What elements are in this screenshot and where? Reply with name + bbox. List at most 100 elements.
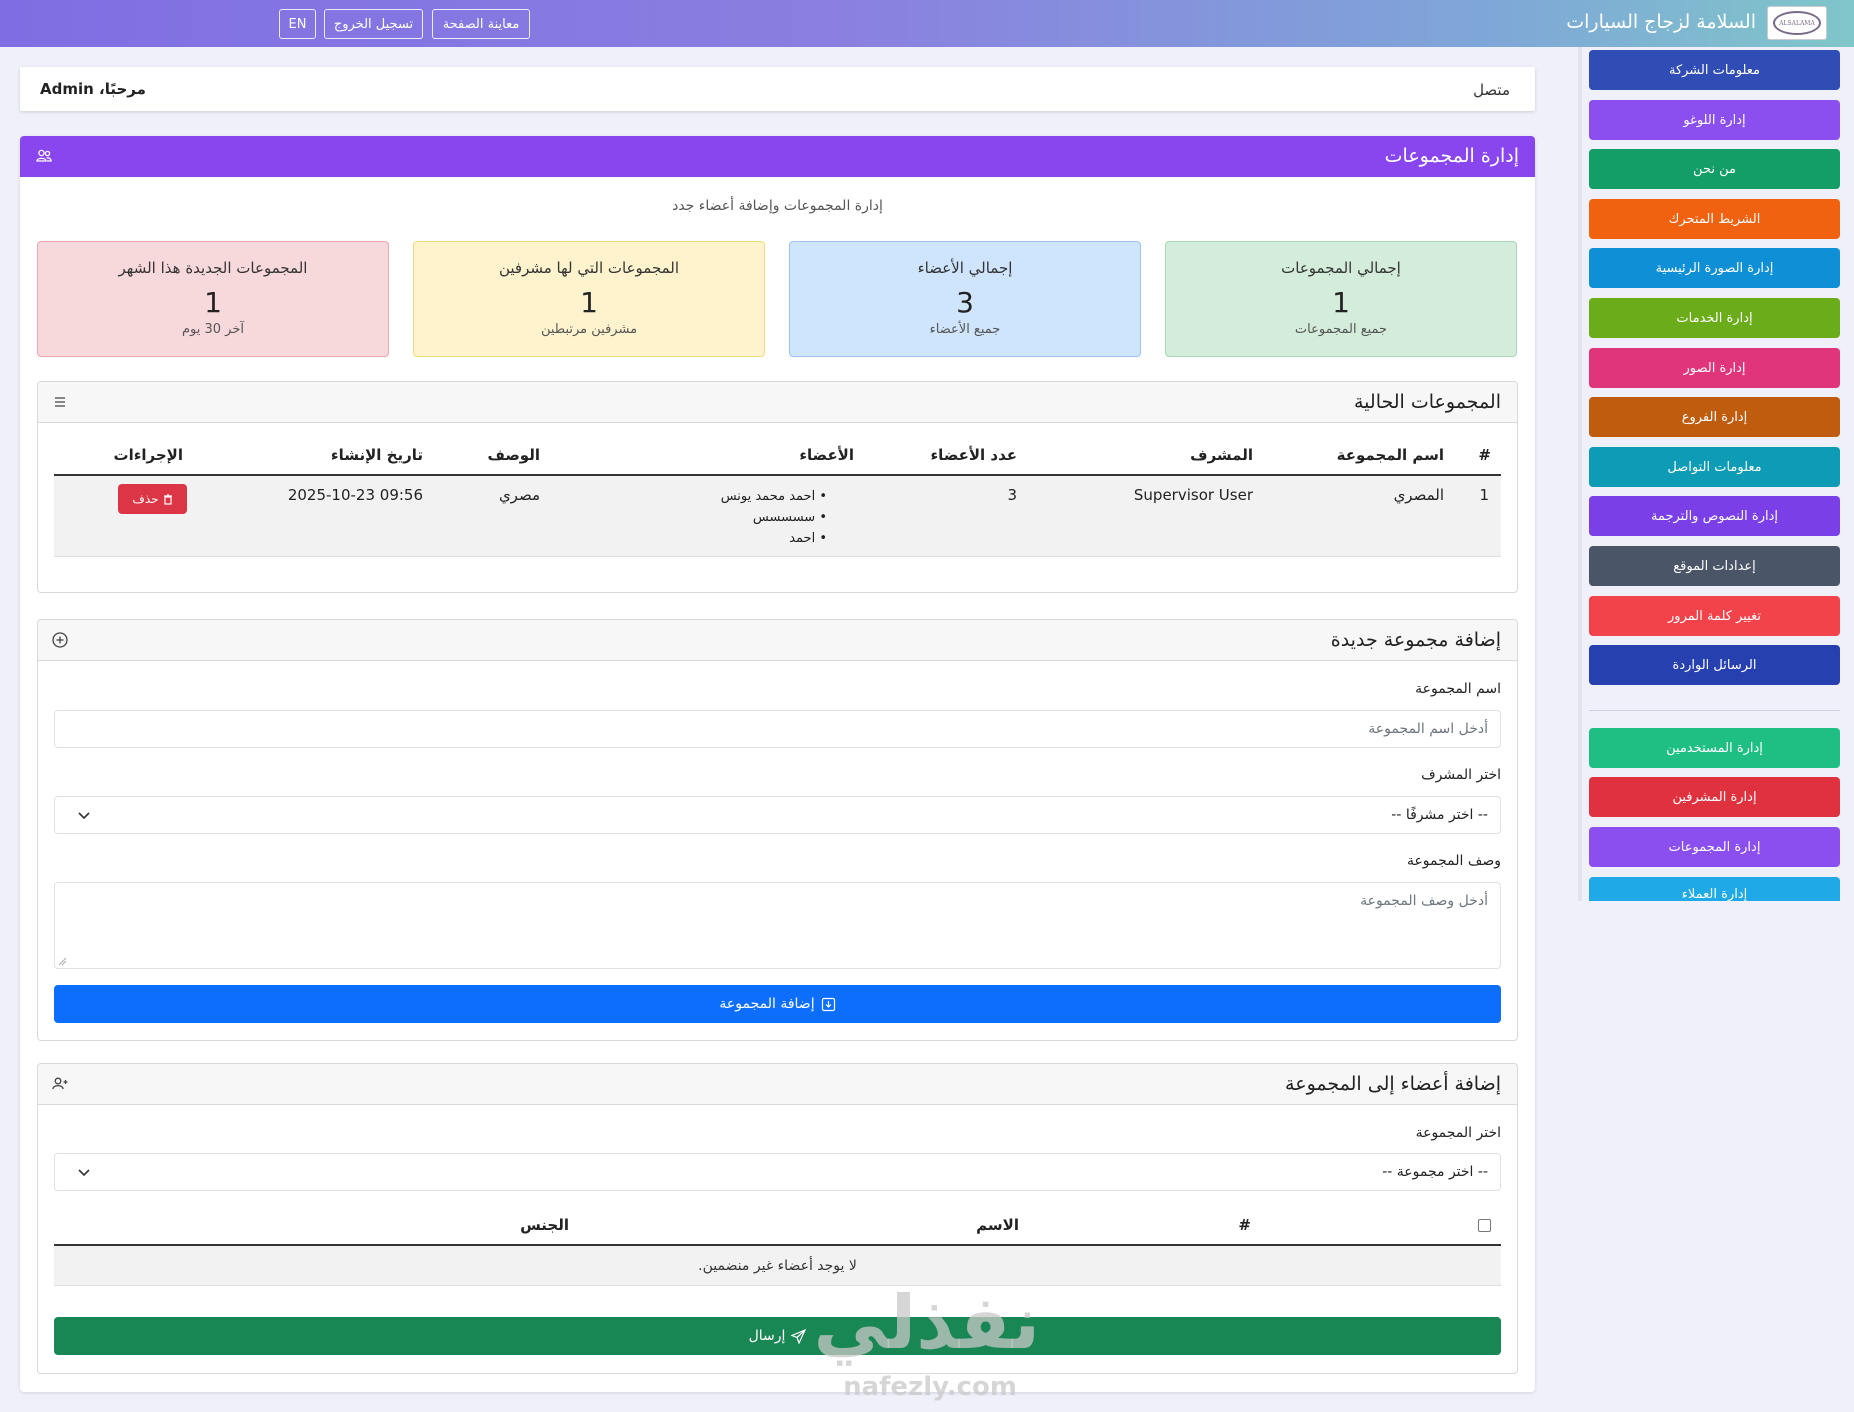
sidebar-item-label: إدارة الصورة الرئيسية [1655, 260, 1774, 276]
company-logo[interactable]: ALSALAMA [1767, 6, 1827, 40]
col-header-actions: الإجراءات [113, 446, 183, 464]
sidebar-item-messages[interactable]: الرسائل الواردة [1589, 645, 1840, 685]
select-all-checkbox[interactable] [1478, 1219, 1491, 1232]
supervisor-select-label: اختر المشرف [1421, 767, 1501, 783]
chevron-down-icon [78, 812, 90, 820]
sidebar-item-about[interactable]: من نحن [1589, 149, 1840, 189]
add-members-section: إضافة أعضاء إلى المجموعة اختر المجموعة -… [37, 1063, 1518, 1374]
sidebar-item-images[interactable]: إدارة الصور [1589, 348, 1840, 388]
page-subtitle: إدارة المجموعات وإضافة أعضاء جدد [672, 198, 883, 214]
send-icon [791, 1328, 807, 1344]
send-button-label: إرسال [748, 1328, 786, 1344]
cell-num: 1 [1479, 486, 1489, 504]
group-name-label: اسم المجموعة [1415, 681, 1501, 697]
sidebar-item-label: إعدادات الموقع [1673, 558, 1756, 574]
empty-message: لا يوجد أعضاء غير منضمين. [698, 1258, 857, 1274]
stat-title: إجمالي الأعضاء [917, 259, 1013, 277]
brand-name[interactable]: السلامة لزجاج السيارات [1566, 11, 1756, 33]
cell-name: المصري [1393, 486, 1444, 504]
sidebar-item-label: إدارة النصوص والترجمة [1650, 508, 1779, 524]
trash-icon [163, 493, 172, 505]
sidebar-item-password[interactable]: تغيير كلمة المرور [1589, 596, 1840, 636]
col-header-count: عدد الأعضاء [930, 446, 1017, 464]
groups-management-card: إدارة المجموعات إدارة المجموعات وإضافة أ… [20, 136, 1535, 1392]
group-select[interactable]: -- اختر مجموعة -- [54, 1153, 1501, 1191]
col-header-description: الوصف [487, 446, 540, 464]
sidebar-item-services[interactable]: إدارة الخدمات [1589, 298, 1840, 338]
member-name: احمد محمد يونس [720, 489, 816, 504]
download-box-icon [821, 997, 835, 1011]
col-header-members: الأعضاء [799, 446, 854, 464]
stat-note: جميع الأعضاء [929, 322, 1001, 337]
add-group-button-label: إضافة المجموعة [719, 996, 815, 1012]
group-select-label: اختر المجموعة [1415, 1125, 1501, 1141]
stat-value: 3 [956, 286, 974, 319]
resize-handle-icon[interactable] [57, 956, 67, 966]
col-header-num: # [1238, 1216, 1251, 1234]
add-person-icon [52, 1077, 68, 1090]
sidebar-item-clients[interactable]: إدارة العملاء [1589, 877, 1840, 901]
stat-card-groups-with-supervisors: المجموعات التي لها مشرفين 1 مشرفين مرتبط… [413, 241, 765, 357]
card-header: إدارة المجموعات [20, 136, 1535, 177]
stat-value: 1 [1332, 286, 1350, 319]
stat-title: المجموعات التي لها مشرفين [498, 259, 680, 277]
sidebar-item-texts[interactable]: إدارة النصوص والترجمة [1589, 496, 1840, 536]
group-selected-value: -- اختر مجموعة -- [1382, 1164, 1488, 1180]
sidebar-item-groups[interactable]: إدارة المجموعات [1589, 827, 1840, 867]
sidebar-item-company-info[interactable]: معلومات الشركة [1589, 50, 1840, 90]
language-toggle-button[interactable]: EN [279, 9, 316, 39]
stat-note: آخر 30 يوم [181, 322, 244, 337]
greeting: مرحبًا، Admin [40, 80, 146, 98]
sidebar-item-label: إدارة المجموعات [1668, 839, 1761, 855]
stat-value: 1 [580, 286, 598, 319]
supervisor-select[interactable]: -- اختر مشرفًا -- [54, 796, 1501, 834]
member-name: احمد [789, 531, 816, 546]
preview-page-button[interactable]: معاينة الصفحة [432, 9, 530, 39]
sidebar-item-ticker[interactable]: الشريط المتحرك [1589, 199, 1840, 239]
sidebar-item-label: معلومات الشركة [1668, 62, 1761, 78]
sidebar-item-label: من نحن [1693, 161, 1736, 177]
member-item: • احمد [789, 531, 827, 546]
people-icon [36, 149, 52, 162]
group-name-input[interactable]: أدخل اسم المجموعة [54, 710, 1501, 748]
sidebar-item-label: إدارة اللوغو [1683, 112, 1746, 128]
description-placeholder: أدخل وصف المجموعة [1360, 893, 1488, 909]
stat-card-new-groups: المجموعات الجديدة هذا الشهر 1 آخر 30 يوم [37, 241, 389, 357]
stat-note: مشرفين مرتبطين [540, 322, 638, 337]
sidebar-item-logo[interactable]: إدارة اللوغو [1589, 100, 1840, 140]
sidebar-item-label: إدارة الصور [1683, 360, 1746, 376]
sidebar-item-contact[interactable]: معلومات التواصل [1589, 447, 1840, 487]
logout-button[interactable]: تسجيل الخروج [324, 9, 423, 39]
col-header-created: تاريخ الإنشاء [330, 446, 423, 464]
sidebar: معلومات الشركة إدارة اللوغو من نحن الشري… [1578, 47, 1854, 901]
section-header: إضافة أعضاء إلى المجموعة [38, 1064, 1517, 1105]
sidebar-item-hero-image[interactable]: إدارة الصورة الرئيسية [1589, 248, 1840, 288]
sidebar-item-label: معلومات التواصل [1667, 459, 1762, 475]
cell-supervisor: Supervisor User [1133, 486, 1253, 504]
empty-row: لا يوجد أعضاء غير منضمين. [54, 1246, 1501, 1286]
cell-members-list: • احمد محمد يونس • سسسسس • احمد [721, 486, 827, 549]
send-button[interactable]: إرسال [54, 1317, 1501, 1355]
sidebar-item-label: إدارة العملاء [1681, 887, 1748, 901]
groups-table: # اسم المجموعة المشرف عدد الأعضاء الأعضا… [54, 423, 1501, 583]
plus-circle-icon [52, 632, 68, 648]
table-header-divider [54, 474, 1501, 476]
cell-member-count: 3 [1007, 486, 1017, 504]
add-group-button[interactable]: إضافة المجموعة [54, 985, 1501, 1023]
delete-label: حذف [132, 492, 159, 506]
col-header-name: اسم المجموعة [1336, 446, 1444, 464]
sidebar-item-label: إدارة المستخدمين [1666, 740, 1763, 756]
group-description-label: وصف المجموعة [1406, 853, 1501, 869]
delete-button[interactable]: حذف [118, 484, 187, 514]
sidebar-item-settings[interactable]: إعدادات الموقع [1589, 546, 1840, 586]
sidebar-item-branches[interactable]: إدارة الفروع [1589, 397, 1840, 437]
group-description-textarea[interactable]: أدخل وصف المجموعة [54, 882, 1501, 969]
sidebar-item-label: إدارة المشرفين [1672, 789, 1757, 805]
sidebar-item-supervisors[interactable]: إدارة المشرفين [1589, 777, 1840, 817]
sidebar-item-users[interactable]: إدارة المستخدمين [1589, 728, 1840, 768]
stat-value: 1 [204, 286, 222, 319]
member-item: • سسسسس [752, 510, 827, 525]
page-title: إدارة المجموعات [1384, 145, 1519, 167]
connection-status: متصل [1473, 81, 1510, 99]
col-header-supervisor: المشرف [1190, 446, 1253, 464]
